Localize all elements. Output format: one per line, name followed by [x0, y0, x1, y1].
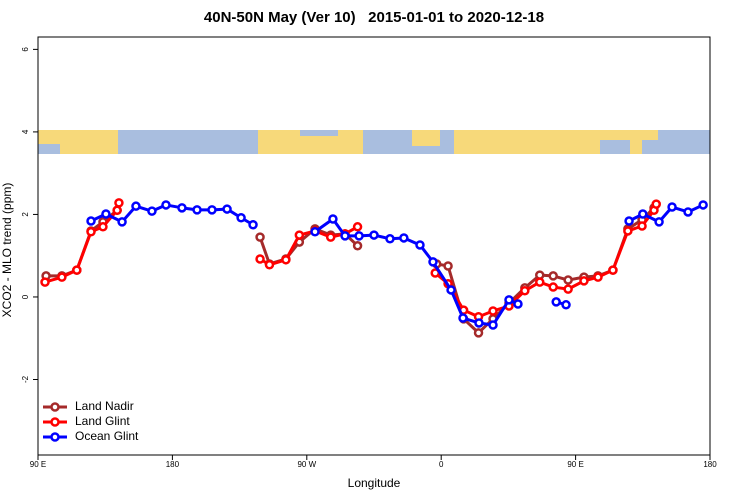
y-tick-label: 2: [21, 212, 30, 217]
point: [698, 200, 708, 210]
legend-marker: [50, 432, 60, 442]
point: [248, 219, 258, 230]
point: [579, 276, 589, 286]
point: [443, 261, 453, 271]
point: [654, 217, 664, 227]
point: [458, 313, 468, 323]
point: [354, 231, 364, 241]
x-tick-label: 90 E: [30, 460, 46, 469]
point: [385, 234, 395, 244]
x-tick-label: 180: [703, 460, 717, 469]
point: [593, 272, 603, 282]
point: [667, 202, 677, 212]
point: [638, 209, 648, 219]
series-line: [46, 206, 656, 335]
point: [131, 201, 141, 211]
point: [415, 240, 425, 250]
point: [114, 198, 124, 208]
point: [117, 217, 127, 227]
point: [352, 241, 363, 251]
point: [112, 205, 122, 216]
point: [98, 222, 108, 232]
point: [513, 299, 523, 309]
point: [548, 271, 558, 281]
point: [551, 297, 561, 307]
point: [192, 205, 202, 215]
y-axis-label: XCO2 - MLO trend (ppm): [0, 183, 14, 318]
legend-label: Ocean Glint: [75, 429, 139, 443]
x-tick-label: 180: [166, 460, 180, 469]
point: [86, 216, 96, 226]
point: [340, 231, 350, 241]
point: [147, 206, 157, 216]
point: [207, 205, 217, 215]
point: [683, 207, 693, 217]
point: [623, 226, 633, 236]
legend-marker: [50, 417, 60, 427]
point: [352, 222, 363, 232]
point: [328, 214, 338, 224]
point: [474, 318, 484, 328]
point: [651, 199, 661, 209]
point: [40, 277, 50, 287]
x-tick-label: 90 E: [567, 460, 583, 469]
point: [161, 200, 171, 210]
point: [264, 260, 275, 270]
series-line: [90, 203, 704, 327]
point: [72, 265, 82, 275]
point: [101, 209, 111, 219]
point: [488, 306, 498, 316]
point: [222, 204, 232, 214]
point: [428, 257, 438, 267]
point: [399, 233, 409, 243]
point: [57, 272, 67, 282]
legend-marker: [50, 402, 60, 412]
point: [369, 230, 379, 240]
x-tick-label: 90 W: [297, 460, 316, 469]
point: [294, 230, 305, 240]
point: [325, 232, 336, 242]
point: [255, 232, 265, 242]
point: [624, 216, 634, 226]
y-tick-label: 0: [21, 294, 30, 299]
point: [608, 265, 618, 275]
y-tick-label: 4: [21, 129, 30, 134]
point: [177, 203, 187, 213]
point: [86, 227, 96, 237]
point: [535, 277, 545, 287]
point: [561, 300, 571, 310]
series-line: [44, 202, 658, 319]
point: [563, 275, 573, 285]
point: [563, 284, 573, 294]
point: [473, 328, 484, 338]
chart-title: 40N-50N May (Ver 10) 2015-01-01 to 2020-…: [204, 9, 544, 26]
point: [255, 254, 265, 264]
map-strip: [38, 130, 710, 154]
point: [548, 282, 558, 292]
point: [504, 295, 514, 305]
point: [520, 286, 530, 296]
point: [310, 227, 320, 237]
plot-frame: [37, 36, 711, 456]
point: [637, 221, 647, 231]
point: [281, 255, 291, 265]
legend-label: Land Glint: [75, 414, 130, 428]
point: [446, 285, 456, 295]
x-axis-label: Longitude: [348, 476, 401, 490]
y-tick-label: 6: [21, 47, 30, 52]
x-tick-label: 0: [439, 460, 444, 469]
y-tick-label: -2: [21, 375, 30, 383]
legend-label: Land Nadir: [75, 399, 134, 413]
point: [488, 320, 498, 330]
point: [236, 212, 246, 223]
